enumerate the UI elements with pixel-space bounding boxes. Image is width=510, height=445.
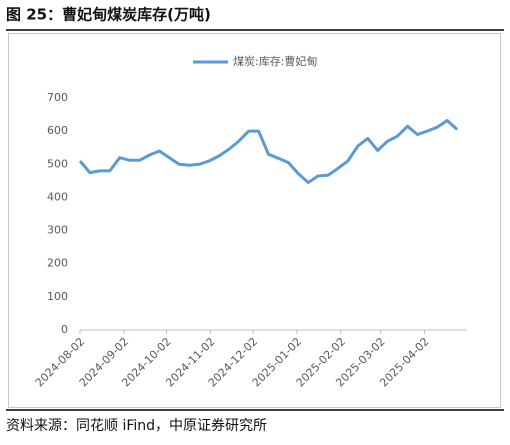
y-tick-label: 0 [61, 323, 68, 336]
y-tick-label: 300 [47, 224, 68, 237]
y-tick-label: 200 [47, 257, 68, 270]
chart-frame [8, 33, 501, 408]
figure-title: 图 25：曹妃甸煤炭库存(万吨) [6, 6, 211, 24]
series-line [78, 119, 459, 184]
source: 资料来源：同花顺 iFind，中原证券研究所 [6, 418, 267, 434]
y-tick-label: 500 [47, 157, 68, 170]
legend-label: 煤炭:库存:曹妃甸 [233, 54, 317, 68]
y-tick-label: 400 [47, 190, 68, 203]
y-tick-label: 700 [47, 91, 68, 104]
y-tick-label: 100 [47, 290, 68, 303]
y-tick-label: 600 [47, 124, 68, 137]
